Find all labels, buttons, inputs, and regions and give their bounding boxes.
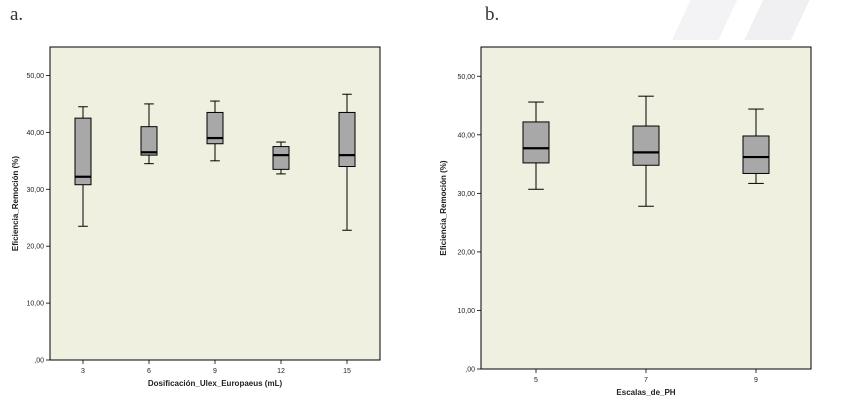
box-iqr — [140, 126, 158, 156]
box-iqr — [742, 135, 770, 174]
y-tick-label: 50,00 — [457, 74, 475, 81]
y-tick-label: 30,00 — [457, 191, 475, 198]
x-axis-title: Escalas_de_PH — [616, 388, 675, 397]
box-iqr — [338, 111, 356, 168]
y-tick-label: ,00 — [465, 367, 475, 374]
x-tick-label: 9 — [754, 377, 758, 384]
x-tick-label: 7 — [644, 377, 648, 384]
y-axis-title: Eficiencia_Remoción (%) — [11, 156, 20, 251]
plot-area — [49, 46, 381, 361]
y-tick-label: 10,00 — [457, 308, 475, 315]
y-axis-title: Eficiencia_Remoción (%) — [439, 160, 448, 255]
box-iqr — [272, 146, 290, 170]
box-iqr — [74, 117, 92, 186]
x-tick-label: 5 — [534, 377, 538, 384]
boxplot-chart-b: ,00 10,00 20,00 30,00 40,00 50,00 5 7 9 Escalas_d… — [439, 46, 812, 397]
y-tick-label: 20,00 — [26, 244, 44, 251]
boxplot-chart-a: ,00 10,00 20,00 30,00 40,00 50,00 3 6 9 12 15 Dosif… — [11, 46, 381, 388]
plot-area — [480, 46, 812, 370]
panel-b-label: b. — [485, 4, 500, 25]
y-tick-label: 30,00 — [26, 187, 44, 194]
y-tick-label: ,00 — [34, 358, 44, 365]
y-tick-label: 50,00 — [26, 73, 44, 80]
box-iqr — [522, 121, 550, 164]
x-tick-label: 6 — [147, 368, 151, 375]
x-axis-title: Dosificación_Ulex_Europaeus (mL) — [148, 379, 283, 388]
panel-a-label: a. — [10, 4, 24, 25]
y-tick-label: 10,00 — [26, 301, 44, 308]
y-tick-label: 20,00 — [457, 249, 475, 256]
y-tick-label: 40,00 — [457, 132, 475, 139]
x-tick-label: 15 — [343, 368, 351, 375]
y-tick-label: 40,00 — [26, 130, 44, 137]
box-iqr — [206, 111, 224, 145]
x-tick-label: 9 — [213, 368, 217, 375]
box-iqr — [632, 125, 660, 166]
x-tick-label: 12 — [277, 368, 285, 375]
background-decoration — [613, 0, 853, 40]
x-tick-label: 3 — [81, 368, 85, 375]
